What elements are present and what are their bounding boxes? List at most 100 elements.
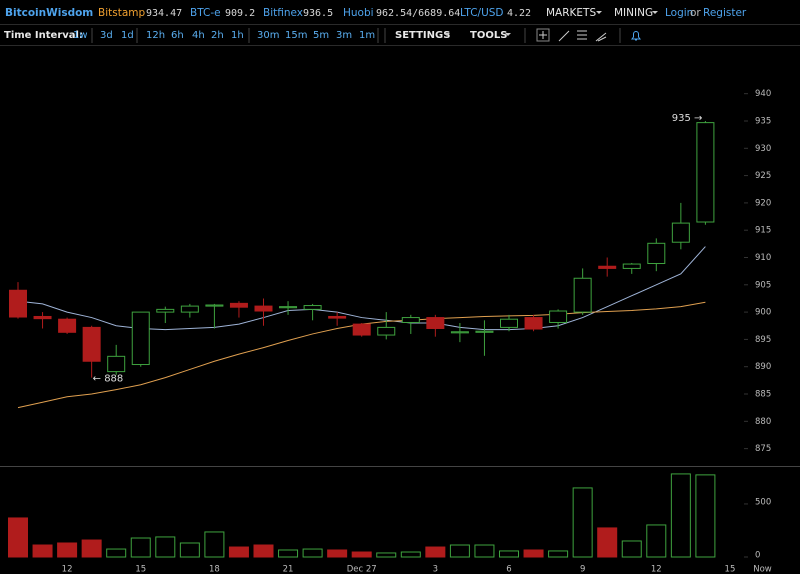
y-tick-label: 925 bbox=[755, 171, 771, 181]
volume-bar bbox=[670, 473, 691, 558]
interval-option[interactable]: 1d bbox=[121, 30, 134, 41]
ticker-price: 4.22 bbox=[507, 8, 531, 19]
menu[interactable]: MINING bbox=[614, 7, 653, 19]
candle-body bbox=[622, 263, 641, 269]
candle-body bbox=[450, 331, 469, 334]
register[interactable]: Register bbox=[703, 7, 747, 19]
interval-option[interactable]: 1m bbox=[359, 30, 375, 41]
x-tick-label: 12 bbox=[651, 565, 662, 574]
x-tick-label: 12 bbox=[62, 565, 73, 574]
menu[interactable]: MARKETS bbox=[546, 7, 596, 19]
interval-option[interactable]: 30m bbox=[257, 30, 279, 41]
volume-bar bbox=[302, 548, 323, 558]
ticker-price: 909.2 bbox=[225, 8, 255, 19]
volume-bar bbox=[278, 549, 299, 558]
candle-body bbox=[401, 317, 420, 323]
candle-body bbox=[500, 318, 518, 328]
ticker-price: 934.47 bbox=[146, 8, 182, 19]
x-tick-label: 15 bbox=[725, 565, 736, 574]
y-tick-label: 875 bbox=[755, 444, 771, 454]
candle-body bbox=[598, 265, 617, 269]
x-tick-label: 15 bbox=[135, 565, 146, 574]
y-tick-label: 885 bbox=[755, 390, 771, 400]
ticker-name[interactable]: LTC/USD bbox=[460, 7, 504, 19]
candle-body bbox=[58, 318, 77, 333]
volume-bar bbox=[572, 487, 593, 558]
intervals: 1w 3d 1d 12h 6h 4h 2h 1h 30m 15m 5m 3m 1m bbox=[73, 28, 379, 43]
y-tick-label: 920 bbox=[755, 198, 771, 208]
candle-body bbox=[573, 277, 592, 313]
volume-bar bbox=[425, 546, 446, 558]
volume-bar bbox=[81, 539, 102, 558]
volume-bar bbox=[130, 537, 151, 558]
volume-bar bbox=[499, 550, 519, 558]
brand[interactable]: BitcoinWisdom bbox=[5, 7, 93, 19]
volume-bar bbox=[695, 474, 716, 558]
volume-bar bbox=[351, 551, 372, 558]
chart: 8758808858908959009059109159209259309359… bbox=[8, 89, 772, 574]
candle-body bbox=[352, 323, 371, 336]
y-tick-label: 930 bbox=[755, 144, 771, 154]
candle-body bbox=[377, 326, 396, 336]
volume-bar bbox=[106, 548, 127, 558]
dropdown-arrow bbox=[596, 11, 602, 14]
candle-body bbox=[180, 305, 199, 313]
y-tick-label: 895 bbox=[755, 335, 771, 345]
interval-option[interactable]: 5m bbox=[313, 30, 329, 41]
interval-option[interactable]: 3d bbox=[100, 30, 113, 41]
candle-body bbox=[696, 122, 715, 223]
x-tick-label: 6 bbox=[506, 565, 511, 574]
y-tick-label: 940 bbox=[755, 89, 771, 99]
dropdown-arrow bbox=[444, 33, 450, 36]
login[interactable]: Login bbox=[665, 7, 693, 19]
interval-option[interactable]: 6h bbox=[171, 30, 184, 41]
ticker-name[interactable]: Bitfinex bbox=[263, 7, 303, 19]
candle-body bbox=[254, 305, 273, 312]
or-text: or bbox=[690, 7, 701, 19]
candle-body bbox=[156, 308, 175, 313]
x-tick-label: Now bbox=[753, 565, 772, 574]
ticker-name[interactable]: Bitstamp bbox=[98, 7, 145, 19]
ticker-name[interactable]: BTC-e bbox=[190, 7, 221, 19]
volume-bar bbox=[32, 544, 53, 558]
candle-body bbox=[82, 326, 101, 362]
volume-bar bbox=[400, 551, 421, 558]
volume-bar bbox=[253, 544, 274, 558]
interval-option[interactable]: 1w bbox=[73, 30, 88, 41]
ticker-name[interactable]: Huobi bbox=[343, 7, 374, 19]
volume-bar bbox=[57, 542, 78, 558]
y-tick-label: 935 bbox=[755, 116, 771, 126]
interval-option[interactable]: 15m bbox=[285, 30, 307, 41]
candle-body bbox=[303, 305, 322, 310]
candle-body bbox=[647, 242, 666, 265]
volume-bar bbox=[327, 549, 348, 558]
interval-option[interactable]: 4h bbox=[192, 30, 205, 41]
volume-bar bbox=[646, 524, 667, 558]
candle-body bbox=[426, 317, 445, 329]
ticker-price: 936.5 bbox=[303, 8, 333, 19]
interval-option[interactable]: 1h bbox=[231, 30, 244, 41]
interval-option[interactable]: 2h bbox=[211, 30, 224, 41]
y-tick-label: 900 bbox=[755, 308, 771, 318]
dropdown-arrow bbox=[652, 11, 658, 14]
tickers: Bitstamp 934.47 BTC-e 909.2 Bitfinex 936.5 Huo… bbox=[98, 7, 531, 19]
volume-bar bbox=[597, 527, 618, 558]
x-tick-label: Dec 27 bbox=[347, 565, 377, 574]
y-tick-label: 880 bbox=[755, 417, 771, 427]
candle-body bbox=[107, 355, 126, 373]
drawing-tools[interactable] bbox=[536, 28, 607, 42]
settings[interactable]: SETTINGS bbox=[395, 30, 450, 41]
y-tick-label: 905 bbox=[755, 280, 771, 290]
tools[interactable]: TOOLS bbox=[470, 30, 507, 41]
candle-body bbox=[549, 310, 568, 323]
candle-body bbox=[671, 222, 690, 243]
x-tick-label: 18 bbox=[209, 565, 220, 574]
alert-icon[interactable] bbox=[631, 31, 641, 41]
volume-bar bbox=[523, 549, 544, 558]
volume-tick-label: 500 bbox=[755, 497, 771, 507]
interval-option[interactable]: 3m bbox=[336, 30, 352, 41]
volume-bar bbox=[621, 540, 642, 558]
interval-option[interactable]: 12h bbox=[146, 30, 165, 41]
